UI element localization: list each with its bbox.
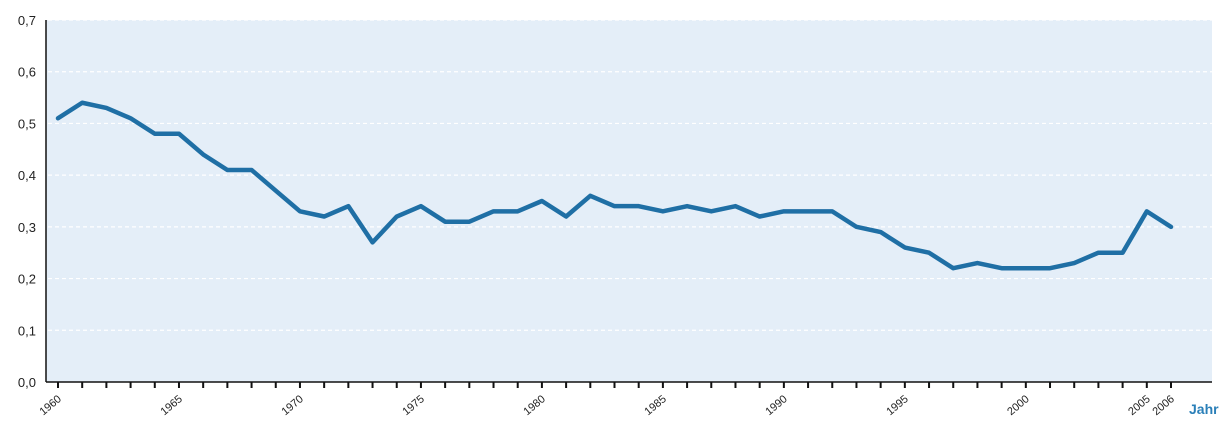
data-point — [347, 205, 349, 207]
data-points — [57, 102, 1172, 269]
data-point — [759, 216, 761, 218]
data-point — [1025, 267, 1027, 269]
data-point — [831, 210, 833, 212]
y-tick-label: 0,6 — [18, 65, 36, 80]
data-point — [323, 216, 325, 218]
data-point — [1049, 267, 1051, 269]
x-tick-label: 2000 — [1005, 393, 1031, 418]
data-point — [1170, 226, 1172, 228]
x-tick-label: 1965 — [158, 393, 184, 418]
data-point — [299, 210, 301, 212]
grid-lines — [48, 19, 1212, 331]
x-axis-tick-labels: 1960 1965 1970 1975 1980 1985 1990 1995 2000 2005… — [37, 393, 1176, 418]
data-point — [130, 117, 132, 119]
x-tick-label: 1985 — [642, 393, 668, 418]
data-point — [81, 102, 83, 104]
data-point — [202, 153, 204, 155]
data-point — [420, 205, 422, 207]
data-point — [1122, 252, 1124, 254]
x-tick-label: 1975 — [400, 393, 426, 418]
data-point — [662, 210, 664, 212]
y-tick-label: 0,2 — [18, 272, 36, 287]
data-point — [565, 216, 567, 218]
data-point — [541, 200, 543, 202]
data-point — [952, 267, 954, 269]
plot-background — [46, 20, 1212, 382]
x-tick-label: 2005 — [1126, 393, 1152, 418]
x-tick-label: 2006 — [1150, 393, 1176, 418]
data-point — [1073, 262, 1075, 264]
data-point — [396, 216, 398, 218]
data-point — [444, 221, 446, 223]
data-point — [105, 107, 107, 109]
data-point — [493, 210, 495, 212]
x-tick-label: 1970 — [279, 393, 305, 418]
x-tick-label: 1995 — [884, 393, 910, 418]
x-axis-ticks — [57, 382, 1172, 388]
data-point — [589, 195, 591, 197]
data-point — [1146, 210, 1148, 212]
data-point — [976, 262, 978, 264]
x-tick-label: 1990 — [763, 393, 789, 418]
data-point — [372, 241, 374, 243]
x-axis-unit-label: Jahr — [1189, 401, 1219, 417]
data-point — [710, 210, 712, 212]
data-point — [178, 133, 180, 135]
y-tick-label: 0,1 — [18, 323, 36, 338]
y-tick-label: 0,4 — [18, 168, 36, 183]
data-point — [517, 210, 519, 212]
data-point — [638, 205, 640, 207]
y-tick-label: 0,7 — [18, 13, 36, 28]
data-point — [734, 205, 736, 207]
data-point — [275, 190, 277, 192]
data-point — [1001, 267, 1003, 269]
data-point — [928, 252, 930, 254]
data-point — [226, 169, 228, 171]
data-point — [880, 231, 882, 233]
data-point — [57, 117, 59, 119]
data-point — [468, 221, 470, 223]
data-point — [807, 210, 809, 212]
x-tick-label: 1980 — [521, 393, 547, 418]
data-point — [1097, 252, 1099, 254]
y-tick-label: 0,3 — [18, 220, 36, 235]
y-tick-label: 0,5 — [18, 116, 36, 131]
y-tick-label: 0,0 — [18, 375, 36, 390]
data-point — [154, 133, 156, 135]
data-point — [686, 205, 688, 207]
data-point — [614, 205, 615, 207]
y-axis-tick-labels: 0,0 0,1 0,2 0,3 0,4 0,5 0,6 0,7 — [18, 13, 36, 390]
data-point — [904, 247, 906, 249]
data-point — [783, 210, 785, 212]
data-point — [251, 169, 253, 171]
x-tick-label: 1960 — [37, 393, 63, 418]
data-point — [855, 226, 857, 228]
